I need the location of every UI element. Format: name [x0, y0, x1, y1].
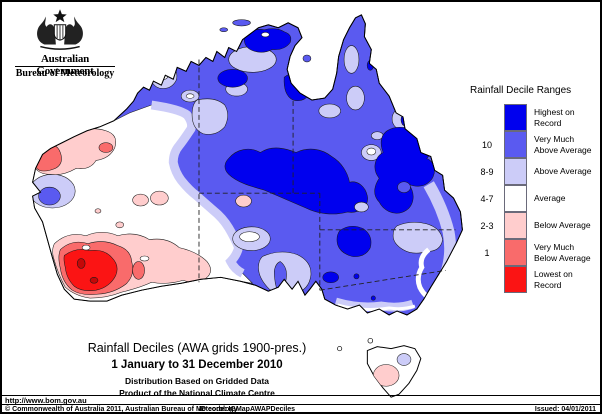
footer-rule-top	[2, 395, 600, 396]
legend-label: Very Much Below Average	[534, 242, 591, 263]
copyright-text: © Commonwealth of Australia 2011, Austra…	[5, 406, 238, 413]
gov-title: Australian Government	[36, 53, 94, 77]
legend-label: Very Much Above Average	[534, 134, 592, 155]
legend-range: 10	[481, 139, 492, 150]
gov-rule	[15, 66, 115, 67]
legend-label: Average	[534, 193, 566, 204]
legend-label: Above Average	[534, 166, 592, 177]
legend-label: Highest on Record	[534, 107, 575, 128]
legend-row: Lowest on Record	[470, 265, 600, 293]
legend-range: 8-9	[480, 166, 494, 177]
legend-swatch-very-much-below-average	[504, 238, 527, 266]
legend-swatch-lowest-on-record	[504, 265, 527, 293]
issued-date: Issued: 04/01/2011	[534, 406, 596, 413]
legend-row: 4-7 Average	[470, 184, 600, 212]
id-code: ID code: IGMapAWAPDeciles	[199, 406, 296, 413]
map-title-block: Rainfall Deciles (AWA grids 1900-pres.) …	[37, 341, 357, 398]
bom-url: http://www.bom.gov.au	[5, 396, 87, 405]
map-subtitle-2: Product of the National Climate Centre	[119, 388, 275, 398]
legend-range: 2-3	[480, 220, 494, 231]
legend-swatch-highest-on-record	[504, 103, 527, 131]
legend-row: Highest on Record	[470, 103, 600, 131]
legend-swatch-below-average	[504, 211, 527, 239]
legend-row: 10 Very Much Above Average	[470, 130, 600, 158]
legend-title: Rainfall Decile Ranges	[470, 85, 572, 96]
legend-row: 2-3 Below Average	[470, 211, 600, 239]
legend-row: 8-9 Above Average	[470, 157, 600, 185]
coastline	[32, 14, 463, 316]
legend-label: Lowest on Record	[534, 269, 573, 290]
footer-rule-bottom	[2, 404, 600, 405]
offshore-islands-north	[219, 19, 312, 63]
legend-swatch-average	[504, 184, 527, 212]
map-date-range: 1 January to 31 December 2010	[111, 359, 283, 371]
legend-label: Below Average	[534, 220, 591, 231]
coat-of-arms-icon	[37, 9, 83, 50]
legend-range: 1	[484, 247, 490, 258]
legend-row: 1 Very Much Below Average	[470, 238, 600, 266]
legend-swatch-above-average	[504, 157, 527, 185]
legend-range: 4-7	[480, 193, 494, 204]
king-island	[337, 346, 343, 352]
legend-swatch-very-much-above-average	[504, 130, 527, 158]
map-subtitle-1: Distribution Based on Gridded Data	[124, 376, 270, 386]
tasmania-regions	[373, 353, 412, 387]
map-title: Rainfall Deciles (AWA grids 1900-pres.)	[87, 341, 307, 355]
bureau-title: Bureau of Meteorology	[15, 68, 115, 79]
state-borders	[198, 59, 456, 291]
flinders-island	[367, 337, 374, 344]
legend: Highest on Record 10 Very Much Above Ave…	[470, 103, 600, 293]
